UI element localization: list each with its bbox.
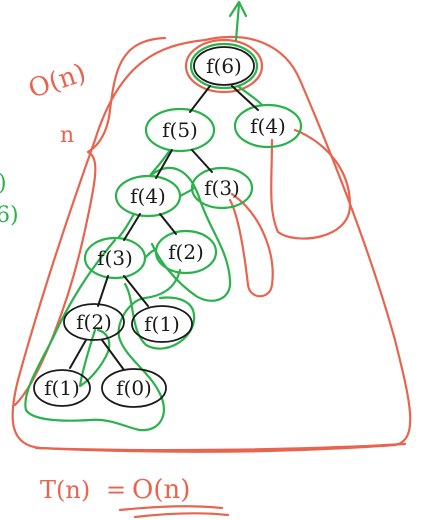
node-outline-f0: [101, 368, 167, 408]
edge-f4-f3: [123, 213, 141, 241]
recurrence-rhs: O(n): [132, 475, 190, 505]
underline-1: [118, 505, 224, 512]
edge-f2-f1: [69, 339, 87, 369]
green-path-f6-f4r: [236, 84, 264, 107]
green-lower-enclosure: [24, 238, 182, 432]
green-path-f4-f3r: [178, 186, 196, 198]
red-ring-f6: [184, 38, 264, 94]
green-swirl-f1: [123, 282, 196, 350]
green-arrow-head: [228, 0, 248, 18]
node-f1: f(1): [44, 376, 80, 400]
edge-f5-f3r: [191, 149, 213, 173]
edge-f2-f0: [101, 339, 125, 371]
edge-f6-f5: [189, 85, 211, 113]
node-outline-f6: [193, 46, 255, 86]
red-baseline: [34, 442, 407, 452]
node-f4-right: f(4): [250, 114, 286, 138]
node-f0: f(0): [116, 376, 152, 400]
recurrence-equals: =: [106, 476, 126, 504]
recurrence-lhs: T(n): [40, 476, 90, 504]
node-outline-f1r: [131, 305, 193, 343]
red-loop-f4-right: [270, 128, 352, 240]
edge-note-top: ): [0, 171, 7, 196]
node-f2-right: f(2): [168, 240, 204, 264]
node-f3-right: f(3): [204, 176, 240, 200]
green-path-f4-f3: [116, 212, 136, 240]
node-f3: f(3): [97, 246, 133, 270]
green-up-arrow: [234, 2, 241, 42]
green-ring-f3r: [190, 166, 254, 210]
red-loop-f3-right: [228, 192, 274, 298]
node-f6: f(6): [206, 54, 242, 78]
node-outline-f1: [33, 369, 91, 407]
green-ring-f5: [144, 107, 216, 153]
complexity-top-label: O(n): [25, 58, 90, 105]
edge-f5-f4: [155, 149, 173, 179]
edge-note-bottom: 6): [0, 203, 19, 228]
node-outline-f2: [63, 303, 125, 341]
node-f5: f(5): [162, 118, 198, 142]
green-ring-f4r: [233, 103, 303, 149]
node-f4: f(4): [130, 184, 166, 208]
underline-2: [133, 512, 230, 519]
edge-f6-f4r: [231, 85, 259, 111]
edge-f3-f1r: [123, 275, 149, 307]
edge-f4-f2r: [159, 213, 177, 235]
edge-f3-f2: [97, 275, 109, 307]
red-tree-outline: [11, 35, 412, 453]
depth-brace: [13, 36, 167, 407]
node-f2: f(2): [76, 310, 112, 334]
green-swirl-middle: [148, 166, 232, 302]
node-f1-right: f(1): [144, 312, 180, 336]
depth-n-label: n: [60, 123, 74, 148]
green-ring-f6: [189, 42, 259, 90]
